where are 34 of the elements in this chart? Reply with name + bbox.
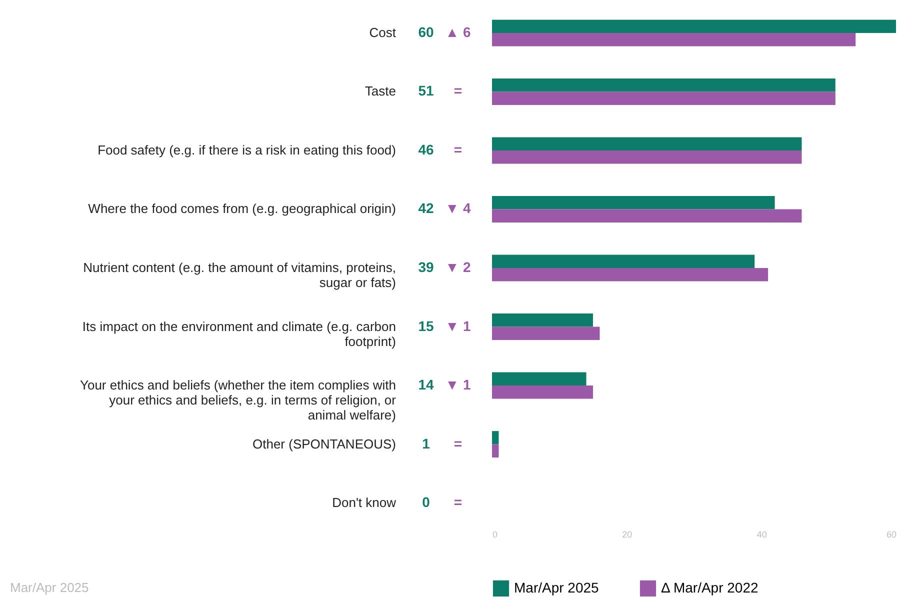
- y-tick-label: Its impact on the environment and climate (e.g. carbon footprint): [82, 318, 396, 349]
- text: =: [454, 141, 462, 158]
- y-tick-label: Other (SPONTANEOUS): [252, 436, 396, 452]
- data-label: 14: [418, 376, 434, 393]
- text: ▼ 4: [445, 200, 471, 216]
- text: ▼ 1: [445, 376, 471, 393]
- y-tick-label: Where the food comes from (e.g. geographical origin): [88, 201, 396, 216]
- y-tick-label: Your ethics and beliefs (whether the item complies with your ethics and beliefs, e.g. in terms of religion, or animal welfare): [80, 378, 397, 423]
- x-tick-label: 40: [756, 530, 767, 540]
- x-tick-label: 0: [492, 530, 498, 540]
- y-tick-label: Nutrient content (e.g. the amount of vitamins, proteins, sugar or fats): [83, 260, 396, 290]
- text: Mar/Apr 2025: [10, 580, 89, 595]
- x-tick-label: 60: [886, 530, 896, 540]
- legend-label: Δ Mar/Apr 2022: [661, 579, 759, 596]
- data-label: 39: [418, 259, 434, 275]
- y-tick-label: Taste: [364, 84, 396, 99]
- data-label: 15: [418, 318, 434, 334]
- text: =: [454, 494, 462, 510]
- y-tick-label: Cost: [369, 24, 396, 40]
- text: =: [454, 435, 462, 452]
- text: ▲ 6: [445, 24, 471, 40]
- y-tick-label: Don't know: [332, 495, 397, 510]
- x-tick-label: 20: [622, 530, 632, 540]
- data-label: 60: [418, 24, 434, 40]
- text: ▼ 2: [445, 259, 471, 275]
- text: =: [454, 82, 462, 99]
- legend-label: Mar/Apr 2025: [514, 579, 600, 596]
- data-label: 51: [418, 82, 434, 99]
- data-label: 46: [418, 141, 434, 158]
- data-label: 0: [422, 494, 430, 510]
- data-label: 1: [422, 435, 430, 452]
- text: ▼ 1: [445, 318, 471, 334]
- data-label: 42: [418, 200, 434, 216]
- y-tick-label: Food safety (e.g. if there is a risk in eating this food): [98, 142, 396, 158]
